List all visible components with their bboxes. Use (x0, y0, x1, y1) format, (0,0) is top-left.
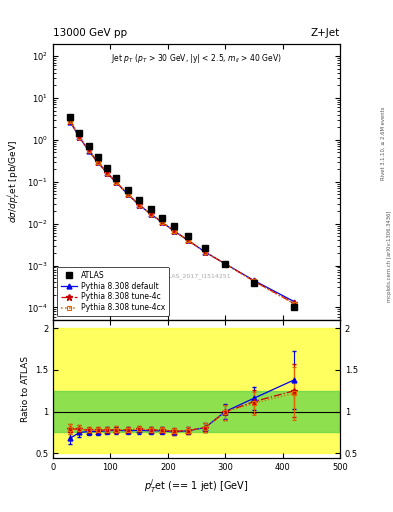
X-axis label: $p_{T}^{j}$et (== 1 jet) [GeV]: $p_{T}^{j}$et (== 1 jet) [GeV] (144, 478, 249, 496)
Text: Z+Jet: Z+Jet (311, 28, 340, 38)
Bar (53, 328, 340, 453)
Text: Jet $p_{T}$ ($p_{T}$ > 30 GeV, |y| < 2.5, $m_{ll}$ > 40 GeV): Jet $p_{T}$ ($p_{T}$ > 30 GeV, |y| < 2.5… (111, 52, 282, 65)
Bar (53, 391, 340, 433)
Text: Rivet 3.1.10, ≥ 2.6M events: Rivet 3.1.10, ≥ 2.6M events (381, 106, 386, 180)
Text: mcplots.cern.ch [arXiv:1306.3436]: mcplots.cern.ch [arXiv:1306.3436] (387, 210, 391, 302)
Y-axis label: $d\sigma/dp_{T}^{j}$et [pb/GeV]: $d\sigma/dp_{T}^{j}$et [pb/GeV] (5, 140, 22, 223)
Legend: ATLAS, Pythia 8.308 default, Pythia 8.308 tune-4c, Pythia 8.308 tune-4cx: ATLAS, Pythia 8.308 default, Pythia 8.30… (57, 267, 169, 316)
Text: ATLAS_2017_I1514251: ATLAS_2017_I1514251 (161, 273, 232, 279)
Y-axis label: Ratio to ATLAS: Ratio to ATLAS (20, 356, 29, 422)
Text: 13000 GeV pp: 13000 GeV pp (53, 28, 127, 38)
